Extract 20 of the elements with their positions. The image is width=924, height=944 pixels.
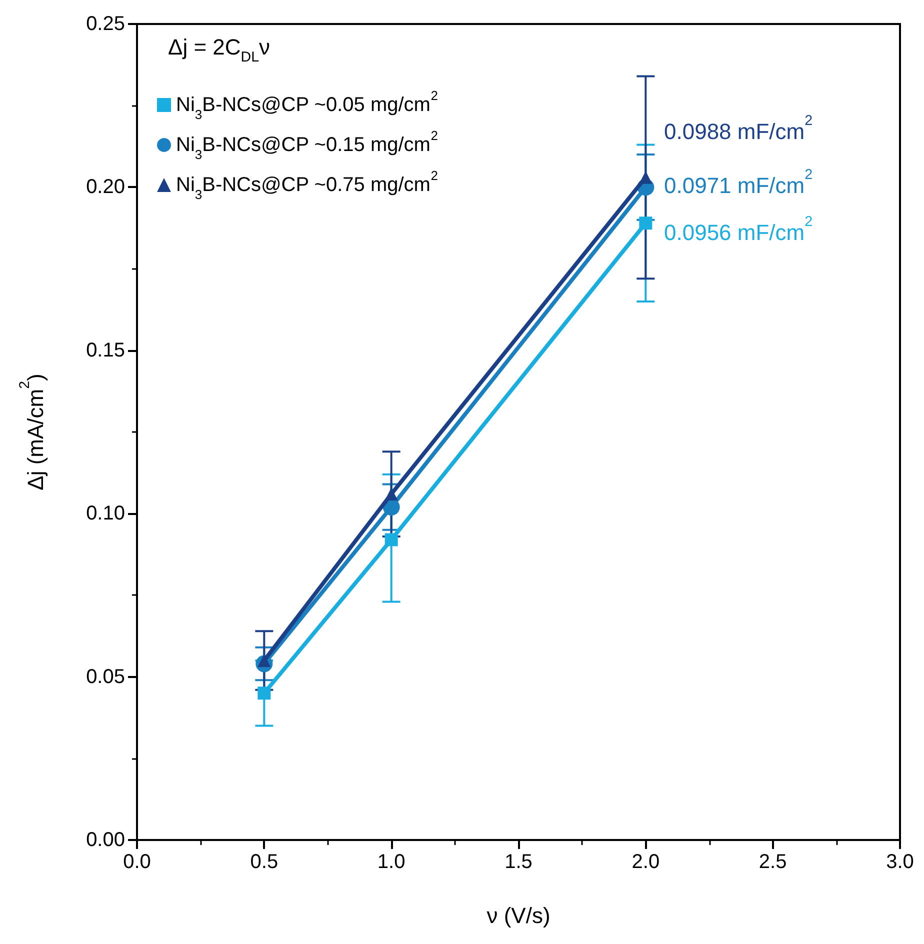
- y-tick-label: 0.15: [86, 339, 125, 362]
- x-tick-label: 3.0: [886, 851, 914, 873]
- point: [639, 170, 652, 184]
- point: [258, 686, 271, 700]
- x-tick-label: 2.5: [758, 851, 787, 873]
- point: [384, 488, 398, 501]
- point: [639, 216, 652, 230]
- y-tick-label: 0.10: [86, 502, 125, 525]
- y-tick-label: 0.25: [86, 13, 125, 35]
- x-tick-label: 0.5: [250, 851, 278, 873]
- point: [384, 533, 398, 546]
- x-axis-title: ν (V/s): [486, 903, 550, 928]
- y-tick-label: 0.05: [86, 666, 125, 688]
- y-tick-label: 0.20: [86, 176, 125, 198]
- x-tick-label: 1.0: [377, 851, 406, 873]
- y-tick-label: 0.00: [86, 829, 125, 851]
- x-tick-label: 2.0: [632, 851, 660, 873]
- y-axis-title: Δj (mA/cm2): [16, 374, 48, 490]
- x-tick-label: 1.5: [504, 851, 532, 873]
- x-tick-label: 0.0: [123, 851, 151, 873]
